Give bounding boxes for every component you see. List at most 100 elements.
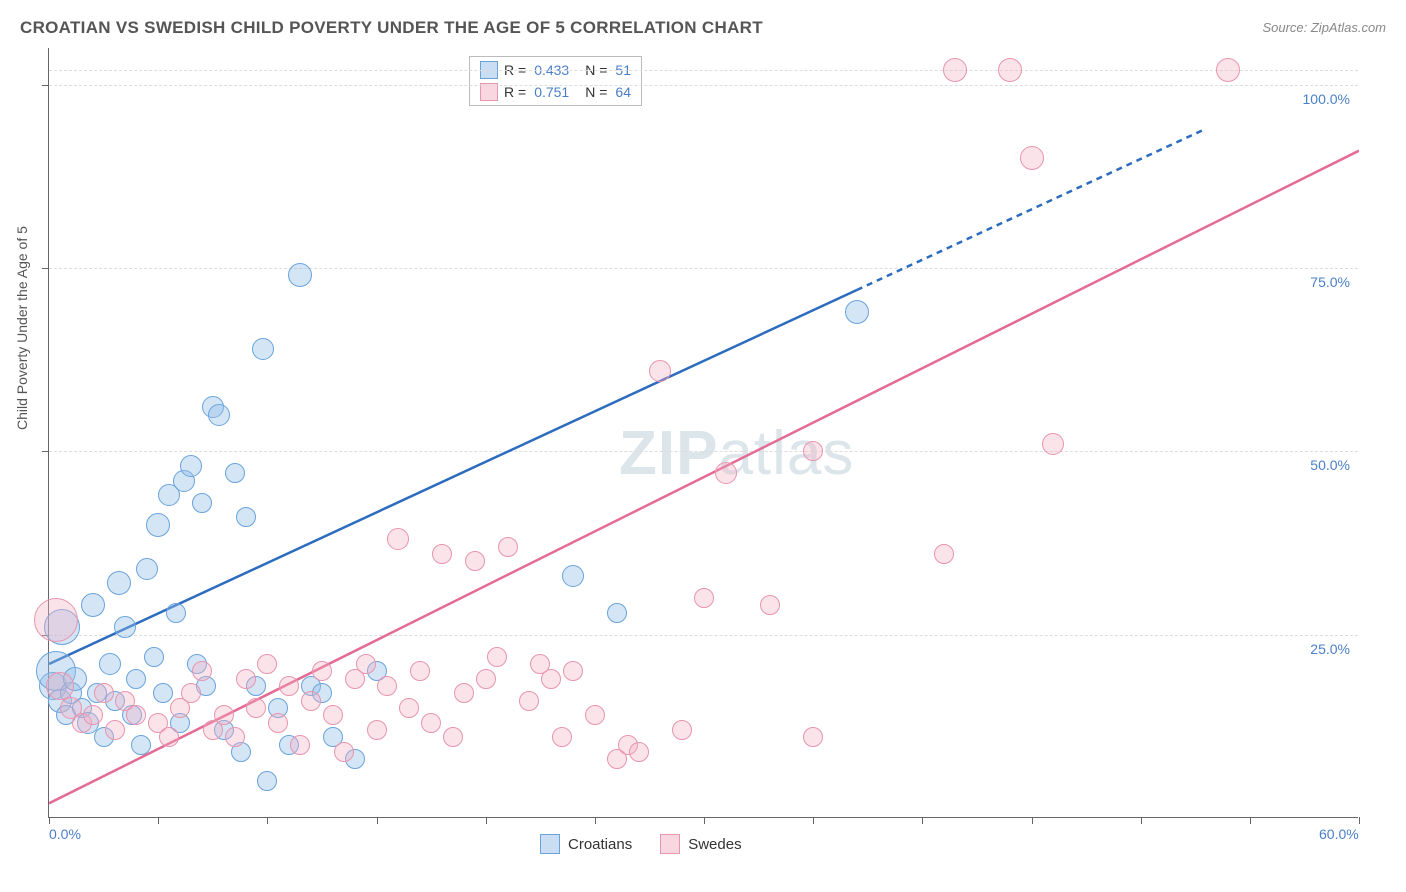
x-tick <box>158 817 159 824</box>
data-point <box>1042 433 1064 455</box>
data-point <box>181 683 201 703</box>
data-point <box>803 727 823 747</box>
data-point <box>1216 58 1240 82</box>
data-point <box>998 58 1022 82</box>
data-point <box>252 338 274 360</box>
data-point <box>114 616 136 638</box>
data-point <box>257 771 277 791</box>
data-point <box>845 300 869 324</box>
data-point <box>180 455 202 477</box>
data-point <box>649 360 671 382</box>
data-point <box>159 727 179 747</box>
data-point <box>301 691 321 711</box>
x-tick <box>486 817 487 824</box>
data-point <box>34 598 78 642</box>
x-tick <box>813 817 814 824</box>
legend-label-swedes: Swedes <box>688 836 741 853</box>
y-tick <box>42 451 49 452</box>
data-point <box>225 463 245 483</box>
data-point <box>563 661 583 681</box>
legend-label-croatians: Croatians <box>568 836 632 853</box>
trend-lines <box>49 48 1359 818</box>
data-point <box>387 528 409 550</box>
data-point <box>288 263 312 287</box>
data-point <box>83 705 103 725</box>
data-point <box>192 493 212 513</box>
x-tick-label: 60.0% <box>1319 826 1359 842</box>
data-point <box>107 571 131 595</box>
swatch-pink <box>660 834 680 854</box>
data-point <box>934 544 954 564</box>
data-point <box>377 676 397 696</box>
y-axis-label: Child Poverty Under the Age of 5 <box>14 226 30 430</box>
data-point <box>760 595 780 615</box>
x-tick <box>1141 817 1142 824</box>
data-point <box>334 742 354 762</box>
data-point <box>126 669 146 689</box>
data-point <box>410 661 430 681</box>
bottom-legend: Croatians Swedes <box>540 834 742 854</box>
data-point <box>153 683 173 703</box>
x-tick <box>267 817 268 824</box>
data-point <box>1020 146 1044 170</box>
data-point <box>126 705 146 725</box>
data-point <box>399 698 419 718</box>
x-tick <box>922 817 923 824</box>
data-point <box>607 603 627 623</box>
x-tick <box>1250 817 1251 824</box>
data-point <box>208 404 230 426</box>
data-point <box>443 727 463 747</box>
data-point <box>465 551 485 571</box>
x-tick-label: 0.0% <box>49 826 81 842</box>
data-point <box>94 683 114 703</box>
data-point <box>432 544 452 564</box>
legend-item-croatians: Croatians <box>540 834 632 854</box>
data-point <box>694 588 714 608</box>
legend-item-swedes: Swedes <box>660 834 741 854</box>
data-point <box>136 558 158 580</box>
data-point <box>476 669 496 689</box>
data-point <box>323 705 343 725</box>
data-point <box>519 691 539 711</box>
data-point <box>246 698 266 718</box>
data-point <box>105 720 125 740</box>
data-point <box>498 537 518 557</box>
data-point <box>81 593 105 617</box>
data-point <box>312 661 332 681</box>
data-point <box>279 676 299 696</box>
data-point <box>943 58 967 82</box>
x-tick <box>49 817 50 824</box>
data-point <box>131 735 151 755</box>
data-point <box>672 720 692 740</box>
data-point <box>367 720 387 740</box>
swatch-blue <box>540 834 560 854</box>
data-point <box>290 735 310 755</box>
data-point <box>166 603 186 623</box>
source-attribution: Source: ZipAtlas.com <box>1262 20 1386 35</box>
chart-container: CROATIAN VS SWEDISH CHILD POVERTY UNDER … <box>0 0 1406 892</box>
data-point <box>257 654 277 674</box>
data-point <box>585 705 605 725</box>
x-tick <box>595 817 596 824</box>
data-point <box>214 705 234 725</box>
chart-title: CROATIAN VS SWEDISH CHILD POVERTY UNDER … <box>20 18 763 38</box>
data-point <box>629 742 649 762</box>
data-point <box>236 669 256 689</box>
data-point <box>803 441 823 461</box>
x-tick <box>377 817 378 824</box>
data-point <box>552 727 572 747</box>
data-point <box>530 654 550 674</box>
data-point <box>236 507 256 527</box>
data-point <box>225 727 245 747</box>
data-point <box>144 647 164 667</box>
data-point <box>46 672 74 700</box>
x-tick <box>1032 817 1033 824</box>
data-point <box>421 713 441 733</box>
data-point <box>356 654 376 674</box>
data-point <box>268 713 288 733</box>
data-point <box>454 683 474 703</box>
data-point <box>487 647 507 667</box>
plot-area: R = 0.433 N = 51 R = 0.751 N = 64 ZIPatl… <box>48 48 1358 818</box>
data-point <box>99 653 121 675</box>
data-point <box>192 661 212 681</box>
